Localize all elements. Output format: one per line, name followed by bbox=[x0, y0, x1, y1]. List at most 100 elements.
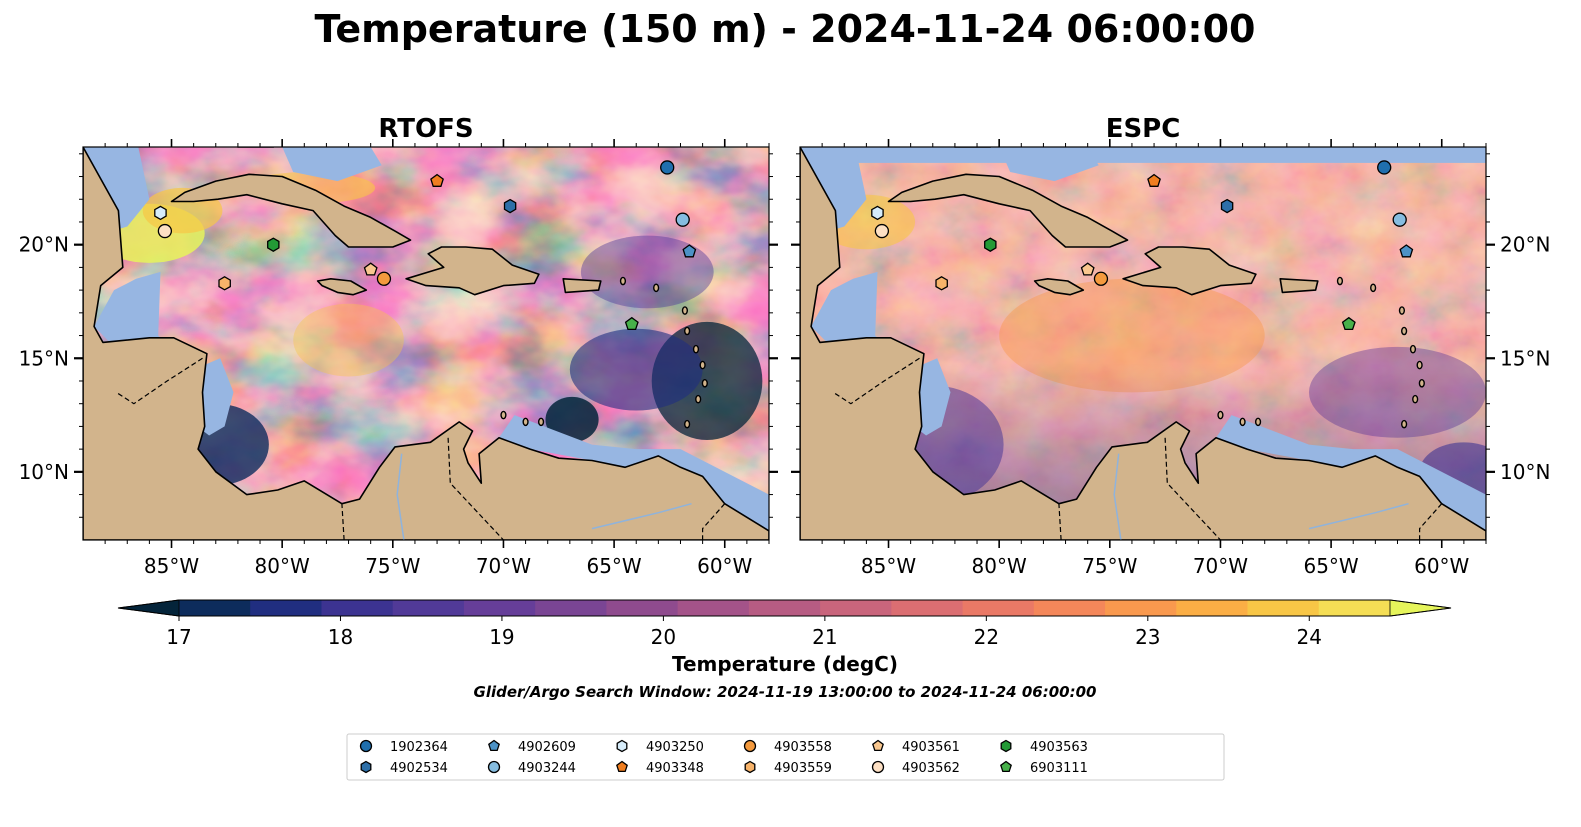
map-frame-espc bbox=[799, 146, 1487, 541]
island bbox=[1409, 344, 1417, 354]
island bbox=[537, 417, 545, 427]
temperature-anomaly bbox=[545, 396, 599, 443]
lon-tick-label: 80°W bbox=[972, 554, 1027, 578]
lon-tick-label: 75°W bbox=[365, 554, 420, 578]
lat-tick-label: 20°N bbox=[19, 233, 69, 257]
lat-tick-label: 15°N bbox=[1500, 346, 1550, 370]
legend-label-4903563: 4903563 bbox=[1030, 740, 1088, 755]
lon-tick-label: 75°W bbox=[1082, 554, 1137, 578]
float-marker-4903561 bbox=[1080, 262, 1095, 276]
legend-marker-4903250 bbox=[616, 739, 628, 753]
legend-label-4903244: 4903244 bbox=[518, 761, 576, 776]
shallow-shelf bbox=[1216, 415, 1486, 531]
island bbox=[1336, 276, 1344, 286]
legend-label-4903562: 4903562 bbox=[902, 761, 960, 776]
legend-marker-4902534 bbox=[360, 760, 372, 774]
island bbox=[1398, 306, 1406, 315]
colorbar-segment bbox=[179, 600, 251, 616]
float-marker-4903244 bbox=[675, 212, 690, 227]
float-marker-4903562 bbox=[874, 223, 890, 239]
shallow-shelf bbox=[999, 147, 1099, 182]
island bbox=[1370, 283, 1377, 293]
lon-tick-label: 70°W bbox=[1193, 554, 1248, 578]
float-marker-4902534 bbox=[1220, 198, 1234, 214]
float-marker-4903558 bbox=[1093, 271, 1109, 286]
float-markers-rtofs bbox=[154, 160, 697, 331]
legend-label-4903558: 4903558 bbox=[774, 740, 832, 755]
legend-marker-4902609 bbox=[488, 739, 500, 752]
land-mask-rtofs bbox=[83, 147, 769, 540]
country-border bbox=[701, 503, 726, 540]
river bbox=[1113, 453, 1122, 540]
lon-tick-label: 65°W bbox=[1303, 554, 1358, 578]
colorbar-segment bbox=[1176, 600, 1249, 616]
float-marker-4903563 bbox=[267, 237, 280, 252]
colorbar-segment bbox=[1318, 600, 1391, 616]
island bbox=[1412, 394, 1419, 404]
island bbox=[692, 344, 700, 354]
country-border bbox=[832, 357, 920, 405]
shallow-shelf bbox=[499, 415, 769, 531]
colorbar-label: Temperature (degC) bbox=[672, 652, 898, 676]
legend-marker-4903244 bbox=[487, 760, 501, 774]
temperature-anomaly bbox=[580, 235, 714, 309]
island bbox=[1239, 417, 1246, 427]
legend-marker-4903558 bbox=[743, 739, 757, 753]
float-legend: 1902364 4902534 4902609 4903244 4903250 49033… bbox=[346, 733, 1225, 781]
colorbar-segment bbox=[463, 600, 536, 616]
figure-title: Temperature (150 m) - 2024-11-24 06:00:0… bbox=[314, 7, 1255, 51]
legend-label-4902534: 4902534 bbox=[390, 761, 448, 776]
legend-marker-4903561 bbox=[872, 739, 884, 752]
legend-marker-4903559 bbox=[744, 760, 756, 774]
colorbar-tick-label: 23 bbox=[1135, 625, 1160, 649]
legend-label-1902364: 1902364 bbox=[390, 740, 448, 755]
colorbar-tick-label: 24 bbox=[1297, 625, 1322, 649]
panel-title-espc: ESPC bbox=[1106, 114, 1181, 144]
island bbox=[1418, 378, 1425, 388]
land-hispaniola bbox=[405, 246, 540, 296]
river bbox=[1308, 502, 1409, 530]
float-marker-4903561 bbox=[363, 262, 378, 276]
colorbar-tick-label: 17 bbox=[166, 625, 191, 649]
float-marker-4903244 bbox=[1392, 212, 1407, 227]
land-florida bbox=[954, 147, 992, 148]
river bbox=[591, 502, 692, 530]
lon-tick-label: 60°W bbox=[1414, 554, 1469, 578]
colorbar-segment bbox=[820, 600, 892, 616]
island bbox=[684, 419, 691, 429]
lat-tick-label: 10°N bbox=[19, 460, 69, 484]
float-marker-6903111 bbox=[624, 316, 639, 331]
colorbar-extend-high bbox=[1389, 599, 1452, 617]
float-marker-4903558 bbox=[376, 271, 392, 286]
colorbar-segment bbox=[677, 600, 750, 616]
island bbox=[701, 378, 708, 388]
island bbox=[1401, 419, 1408, 429]
colorbar-tick-label: 18 bbox=[328, 625, 353, 649]
float-marker-4902534 bbox=[503, 198, 517, 214]
float-marker-4903348 bbox=[430, 173, 444, 187]
land-hispaniola bbox=[1122, 246, 1257, 296]
colorbar: 17 18 19 20 21 22 23 24 Temperature (degC) bbox=[117, 599, 1452, 676]
lat-tick-label: 15°N bbox=[19, 346, 69, 370]
legend-label-4903561: 4903561 bbox=[902, 740, 960, 755]
colorbar-segment bbox=[606, 600, 679, 616]
map-panel-rtofs: RTOFS 85°W 80°W 75°W 70°W 65°W 60°W 20°N 15°N 10… bbox=[19, 114, 778, 578]
colorbar-segment bbox=[535, 600, 607, 616]
float-markers-espc bbox=[871, 160, 1414, 331]
lon-tick-label: 85°W bbox=[144, 554, 199, 578]
colorbar-extend-low bbox=[117, 599, 180, 617]
float-marker-1902364 bbox=[660, 160, 675, 175]
country-border bbox=[447, 437, 504, 540]
lon-tick-label: 85°W bbox=[861, 554, 916, 578]
island bbox=[699, 360, 706, 370]
search-window-caption: Glider/Argo Search Window: 2024-11-19 13… bbox=[474, 683, 1097, 701]
island bbox=[1416, 360, 1423, 370]
colorbar-tick-label: 19 bbox=[489, 625, 514, 649]
colorbar-segment bbox=[1105, 600, 1177, 616]
temperature-anomaly bbox=[569, 328, 703, 411]
float-marker-4903250 bbox=[154, 205, 167, 221]
colorbar-segment bbox=[321, 600, 394, 616]
float-marker-4903250 bbox=[871, 205, 884, 221]
map-panel-espc: ESPC 85°W 80°W 75°W 70°W 65°W 60°W 20°N 15°N 10°… bbox=[791, 114, 1550, 578]
legend-label-4903250: 4903250 bbox=[646, 740, 704, 755]
